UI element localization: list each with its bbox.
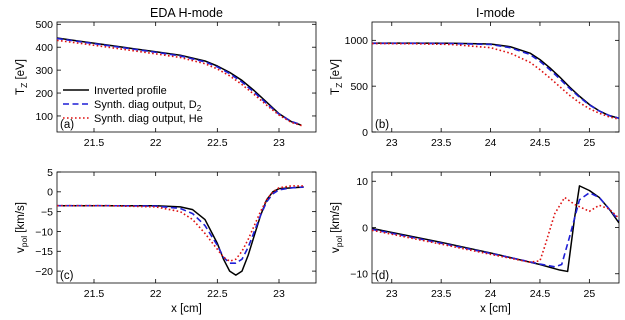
y-tick-label: 500 <box>350 81 368 93</box>
series-line-inverted <box>372 185 619 273</box>
axes-box <box>371 171 620 284</box>
x-tick-label: 25 <box>584 137 596 149</box>
legend-entry-label: Synth. diag output, He <box>94 113 203 125</box>
series-line-inverted <box>57 186 304 276</box>
x-tick-label: 23 <box>386 288 398 300</box>
panel-c: 21.5 22 22.5 23 −20 −15 −10 −5 0 5 vpol [km/s] x [c… <box>15 167 317 315</box>
y-tick-label: −20 <box>35 266 53 278</box>
y-axis-label: vpol [km/s] <box>330 202 344 253</box>
legend-entry-label: Inverted profile <box>94 85 167 97</box>
legend: Inverted profile Synth. diag output, D2Sy… <box>63 85 203 125</box>
axes-box <box>56 21 317 133</box>
panel-letter: (d) <box>375 270 389 282</box>
legend-entry-label: Synth. diag output, D2 <box>94 99 202 113</box>
x-tick-label: 22 <box>150 137 162 149</box>
series-line-synth-he <box>372 196 619 263</box>
y-tick-label: 0 <box>47 187 53 199</box>
axes-box <box>56 171 317 284</box>
y-tick-label: −10 <box>350 269 368 281</box>
y-axis-label: vpol [km/s] <box>15 202 29 253</box>
series-line-synth-d2 <box>57 37 302 126</box>
x-axis-label: x [cm] <box>171 303 202 315</box>
series-line-synth-d2 <box>372 42 619 120</box>
panel-title: EDA H-mode <box>150 6 223 20</box>
panel-letter: (a) <box>60 119 74 131</box>
series-line-synth-he <box>57 185 304 263</box>
panel-letter: (b) <box>375 119 389 131</box>
y-tick-label: 100 <box>35 111 53 123</box>
y-tick-label: 400 <box>35 42 53 54</box>
x-tick-label: 24.5 <box>530 288 551 300</box>
x-tick-label: 22.5 <box>207 137 228 149</box>
y-tick-label: 300 <box>35 65 53 77</box>
y-tick-label: 0 <box>362 222 368 234</box>
x-tick-label: 21.5 <box>84 288 105 300</box>
y-tick-label: 0 <box>362 127 368 139</box>
x-tick-label: 23 <box>386 137 398 149</box>
y-tick-label: 10 <box>356 176 368 188</box>
x-tick-label: 23 <box>273 288 285 300</box>
y-tick-label: 200 <box>35 88 53 100</box>
y-tick-label: 1000 <box>345 35 369 47</box>
series-line-inverted <box>372 42 619 119</box>
y-tick-label: 500 <box>35 19 53 31</box>
y-tick-label: −15 <box>35 246 53 258</box>
x-tick-label: 24.5 <box>530 137 551 149</box>
x-tick-label: 22 <box>150 288 162 300</box>
series-line-synth-d2 <box>372 192 619 268</box>
x-tick-label: 24 <box>485 137 497 149</box>
y-axis-label: TZ [eV] <box>15 59 29 95</box>
axes-box <box>371 21 620 133</box>
panel-d: 23 23.5 24 24.5 25 −10 0 10 vpol [km/s] x [cm] (d) <box>330 171 620 315</box>
x-tick-label: 23.5 <box>431 288 452 300</box>
y-tick-label: 5 <box>47 167 53 179</box>
y-axis-label: TZ [eV] <box>330 59 344 95</box>
x-tick-label: 25 <box>584 288 596 300</box>
panel-title: I-mode <box>476 6 515 20</box>
x-tick-label: 23.5 <box>431 137 452 149</box>
series-line-synth-d2 <box>57 186 304 264</box>
x-tick-label: 24 <box>485 288 497 300</box>
panel-a: 21.5 22 22.5 23 100 200 300 400 500 TZ [eV] EDA H-… <box>15 6 317 149</box>
x-tick-label: 22.5 <box>207 288 228 300</box>
y-tick-label: −10 <box>35 226 53 238</box>
panel-letter: (c) <box>60 270 74 282</box>
x-axis-label: x [cm] <box>480 303 511 315</box>
x-tick-label: 21.5 <box>84 137 105 149</box>
x-tick-label: 23 <box>273 137 285 149</box>
y-tick-label: −5 <box>41 206 53 218</box>
series-line-synth-he <box>372 42 619 120</box>
